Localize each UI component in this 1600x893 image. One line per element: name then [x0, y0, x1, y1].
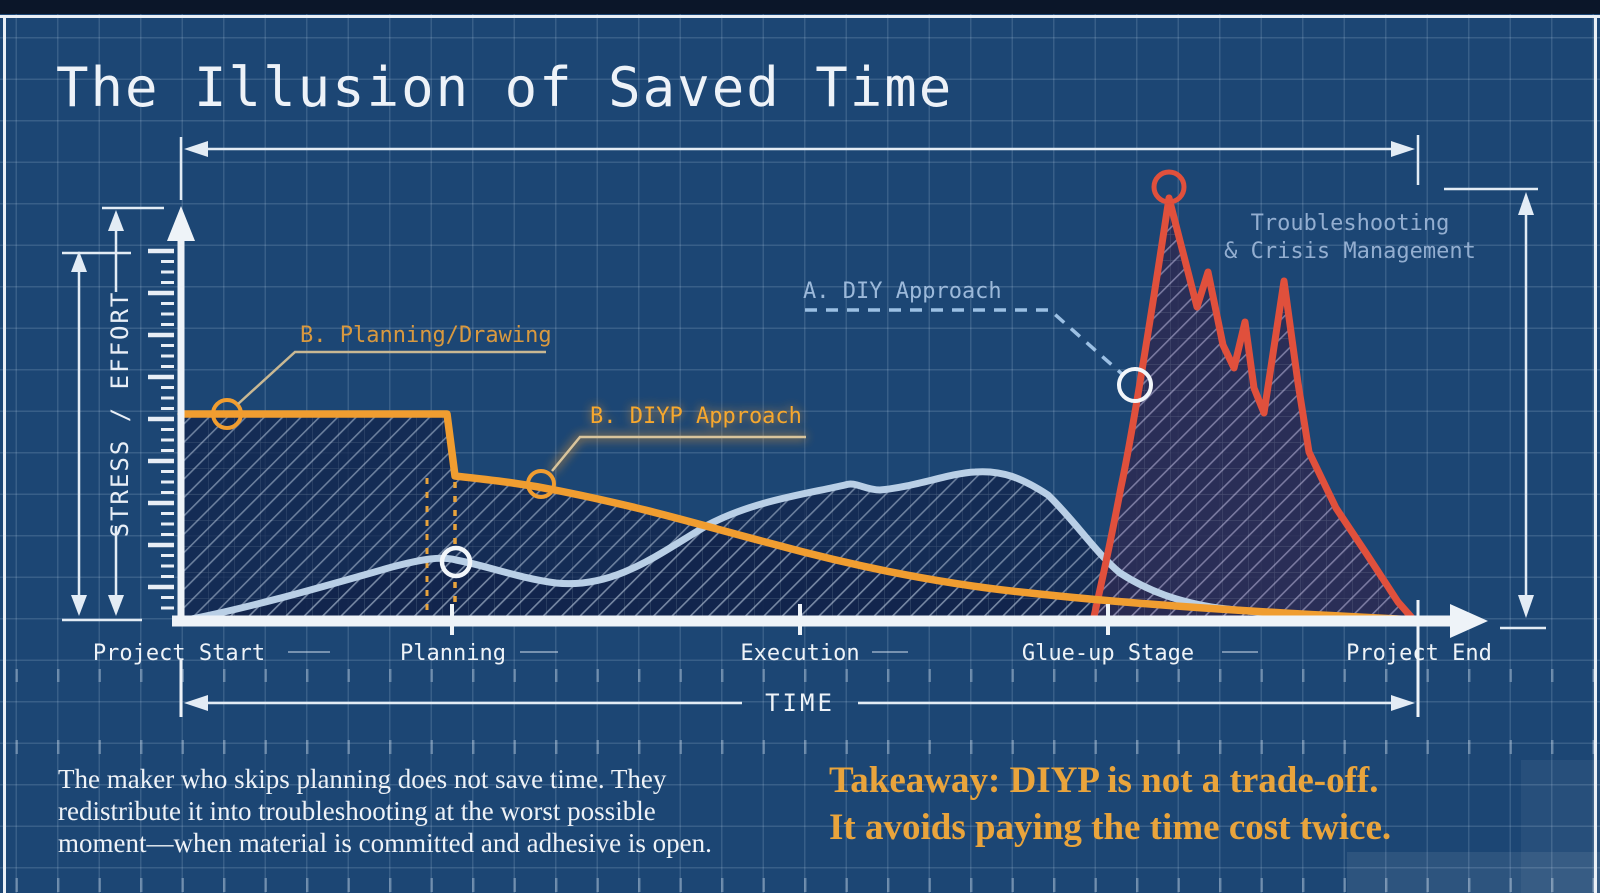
stage-label-planning: Planning	[400, 641, 506, 666]
diyp-callout: B. DIYP Approach B. DIYP Approach	[526, 404, 806, 499]
chart-canvas: B. Planning/Drawing B. DIYP Approach B. …	[62, 135, 1546, 717]
diyp-marker	[526, 469, 556, 499]
planning-drawing-label: B. Planning/Drawing	[300, 323, 552, 348]
svg-text:B. DIYP Approach: B. DIYP Approach	[590, 404, 802, 429]
time-dimension: TIME	[184, 689, 1415, 717]
planning-drawing-marker	[211, 398, 243, 430]
diy-marker	[1117, 367, 1153, 403]
left-dimensions	[62, 206, 164, 622]
footer-paragraph: The maker who skips planning does not sa…	[58, 763, 788, 859]
diy-callout: A. DIY Approach	[803, 279, 1153, 403]
planning-drawing-callout: B. Planning/Drawing	[211, 323, 552, 430]
y-axis-arrow	[167, 206, 195, 241]
takeaway-line1: Takeaway: DIYP is not a trade-off.	[829, 760, 1379, 801]
dash-row-axis	[0, 669, 1600, 682]
right-dimension	[1444, 187, 1546, 630]
frame-top	[0, 15, 1600, 18]
crisis-area-fill	[1093, 198, 1413, 621]
takeaway-line2: It avoids paying the time cost twice.	[829, 807, 1392, 848]
footer-paragraph-line1: The maker who skips planning does not sa…	[58, 764, 667, 794]
planning-stage-marker	[439, 545, 473, 579]
stage-labels: Project Start Planning Execution Glue-up…	[93, 641, 1492, 666]
light-patch-right-edge	[1521, 760, 1600, 893]
crisis-curve	[1089, 194, 1417, 625]
axes	[167, 206, 1488, 717]
diyp-curve	[177, 410, 1422, 624]
planning-drawing-leader	[237, 350, 546, 405]
light-patch-bottom-right	[1347, 852, 1600, 893]
time-label: TIME	[765, 689, 835, 717]
takeaway-text: Takeaway: DIYP is not a trade-off. It av…	[829, 757, 1549, 851]
crisis-peak-marker	[1151, 169, 1187, 205]
crisis-label-line2: & Crisis Management	[1224, 239, 1476, 264]
y-ruler	[148, 248, 174, 610]
diyp-leader	[551, 435, 806, 472]
diyp-label: B. DIYP Approach	[590, 404, 802, 429]
dash-row-footer-bottom	[0, 878, 1600, 892]
left-dimension-arrows	[71, 210, 124, 616]
footer-paragraph-line2: redistribute it into troubleshooting at …	[58, 796, 656, 826]
stage-label-execution: Execution	[740, 641, 859, 666]
dash-row-footer-top	[0, 740, 1600, 754]
top-dark-strip	[0, 0, 1600, 14]
y-axis-label: STRESS / EFFORT	[106, 291, 134, 538]
stage-label-project-start: Project Start	[93, 641, 265, 666]
diy-leader-dashed	[805, 308, 1124, 376]
footer-paragraph-line3: moment—when material is committed and ad…	[58, 828, 712, 858]
frame-right	[1594, 15, 1597, 893]
page-title: The Illusion of Saved Time	[56, 56, 954, 119]
stage-label-glueup: Glue-up Stage	[1022, 641, 1194, 666]
x-axis-arrow	[1450, 604, 1488, 638]
diy-label: A. DIY Approach	[803, 279, 1002, 304]
stage-label-project-end: Project End	[1346, 641, 1492, 666]
top-span-dimension	[179, 135, 1420, 200]
crisis-label-line1: Troubleshooting	[1251, 211, 1450, 236]
frame-left	[3, 15, 6, 893]
